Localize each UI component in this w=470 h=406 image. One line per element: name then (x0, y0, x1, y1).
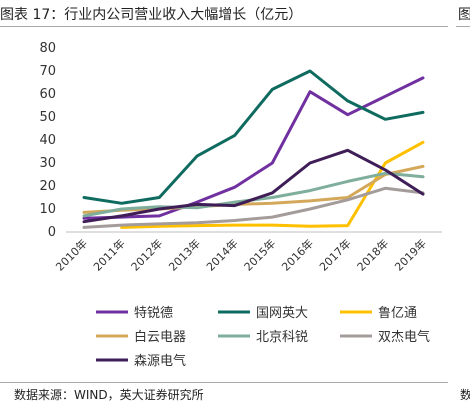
data-source: 数据来源：WIND，英大证券研究所 (14, 388, 204, 402)
x-tick-label: 2012年 (128, 236, 165, 273)
footer-divider (0, 382, 448, 383)
y-tick-label: 0 (48, 225, 56, 240)
y-tick-label: 70 (39, 64, 56, 79)
series-line-5 (82, 171, 425, 218)
legend-label: 双杰电气 (378, 329, 430, 345)
x-tick-label: 2013年 (166, 236, 203, 273)
x-tick-label: 2011年 (90, 236, 127, 273)
x-tick-label: 2015年 (241, 236, 278, 273)
series-line-6 (82, 186, 425, 229)
y-tick-label: 10 (39, 202, 56, 217)
title-divider (0, 26, 448, 27)
x-tick-label: 2014年 (203, 236, 240, 273)
x-tick-label: 2010年 (53, 236, 90, 273)
legend-label: 特锐德 (134, 306, 173, 321)
legend-label: 森源电气 (134, 353, 186, 369)
y-tick-label: 60 (39, 87, 56, 102)
y-tick-label: 50 (39, 110, 56, 125)
series-line-4 (82, 164, 425, 214)
adjacent-title-fragment: 图 (458, 7, 470, 23)
y-tick-label: 20 (39, 179, 56, 194)
legend-label: 北京科锐 (256, 330, 308, 345)
y-tick-label: 40 (39, 133, 56, 148)
legend-label: 国网英大 (256, 306, 308, 321)
adjacent-source-fragment: 数 (460, 388, 470, 402)
legend-label: 白云电器 (134, 329, 186, 345)
series-line-2 (82, 69, 425, 205)
x-tick-label: 2018年 (354, 236, 391, 273)
series-line-1 (82, 76, 425, 220)
y-tick-label: 30 (39, 156, 56, 171)
x-tick-label: 2016年 (279, 236, 316, 273)
x-tick-label: 2017年 (316, 236, 353, 273)
chart-title: 图表 17：行业内公司营业收入大幅增长（亿元） (0, 7, 303, 23)
legend-label: 鲁亿通 (378, 306, 417, 321)
series-line-7 (82, 148, 425, 224)
adjacent-title-divider (456, 26, 470, 27)
x-tick-label: 2019年 (392, 236, 429, 273)
y-tick-label: 80 (39, 41, 56, 56)
